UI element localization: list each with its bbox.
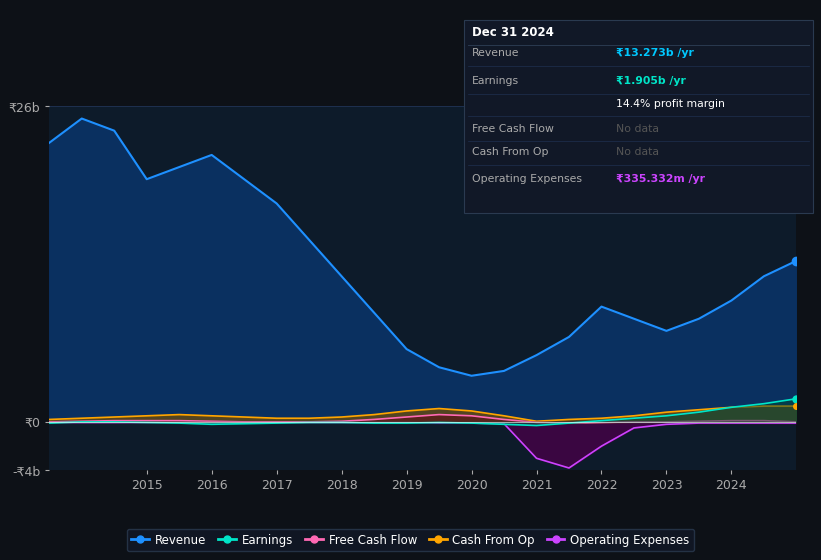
Text: No data: No data: [616, 124, 658, 134]
Text: ₹1.905b /yr: ₹1.905b /yr: [616, 76, 686, 86]
Text: Operating Expenses: Operating Expenses: [472, 174, 582, 184]
Text: ₹13.273b /yr: ₹13.273b /yr: [616, 48, 694, 58]
Text: Earnings: Earnings: [472, 76, 519, 86]
Text: Revenue: Revenue: [472, 48, 520, 58]
Text: Dec 31 2024: Dec 31 2024: [472, 26, 554, 39]
Text: No data: No data: [616, 147, 658, 157]
Text: Free Cash Flow: Free Cash Flow: [472, 124, 554, 134]
Text: ₹335.332m /yr: ₹335.332m /yr: [616, 174, 704, 184]
Legend: Revenue, Earnings, Free Cash Flow, Cash From Op, Operating Expenses: Revenue, Earnings, Free Cash Flow, Cash …: [126, 529, 695, 551]
Text: Cash From Op: Cash From Op: [472, 147, 548, 157]
Text: 14.4% profit margin: 14.4% profit margin: [616, 99, 725, 109]
